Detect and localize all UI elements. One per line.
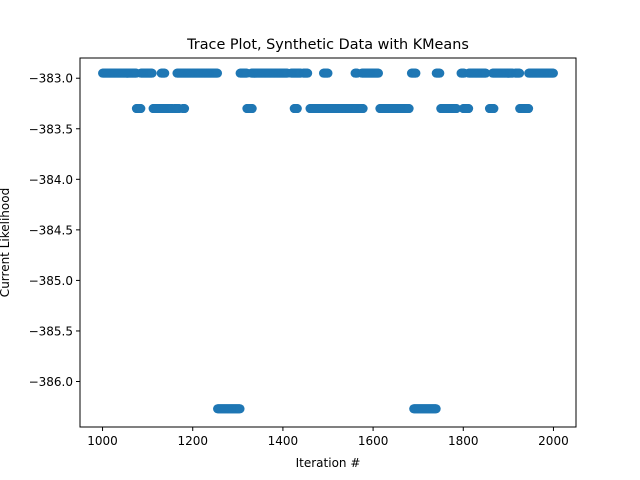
scatter-point bbox=[411, 68, 421, 78]
y-tick-label: −386.0 bbox=[29, 375, 73, 389]
scatter-point bbox=[247, 104, 257, 114]
y-tick-label: −383.5 bbox=[29, 122, 73, 136]
scatter-point bbox=[303, 68, 313, 78]
x-tick-label: 1600 bbox=[358, 434, 389, 448]
x-axis-title: Iteration # bbox=[296, 456, 361, 470]
scatter-point bbox=[515, 68, 525, 78]
x-tick-label: 2000 bbox=[538, 434, 569, 448]
scatter-point bbox=[180, 104, 190, 114]
scatter-point bbox=[136, 104, 146, 114]
scatter-point bbox=[435, 68, 445, 78]
y-axis-title: Current Likelihood bbox=[0, 188, 12, 297]
scatter-point bbox=[374, 68, 383, 78]
y-axis-ticks: −383.0 −383.5 −384.0 −384.5 −385.0 −385.5 −386… bbox=[29, 72, 80, 389]
scatter-point bbox=[213, 68, 223, 78]
scatter-point bbox=[404, 104, 414, 114]
x-tick-label: 1800 bbox=[448, 434, 479, 448]
scatter-point bbox=[147, 68, 157, 78]
chart-title: Trace Plot, Synthetic Data with KMeans bbox=[186, 37, 469, 53]
scatter-point bbox=[481, 68, 491, 78]
y-tick-label: −383.0 bbox=[29, 72, 73, 86]
scatter-point bbox=[235, 404, 245, 414]
scatter-point bbox=[431, 404, 441, 414]
x-tick-label: 1400 bbox=[268, 434, 299, 448]
y-tick-label: −385.5 bbox=[29, 324, 73, 338]
y-tick-label: −384.5 bbox=[29, 223, 73, 237]
scatter-point bbox=[292, 104, 302, 114]
scatter-point bbox=[323, 68, 333, 78]
scatter-point bbox=[524, 104, 534, 114]
scatter-point bbox=[358, 104, 368, 114]
x-axis-ticks: 1000 1200 1400 1600 1800 2000 bbox=[87, 427, 569, 448]
plot-frame bbox=[79, 57, 577, 428]
x-tick-label: 1000 bbox=[87, 434, 118, 448]
scatter-point bbox=[452, 104, 462, 114]
scatter-point bbox=[160, 68, 170, 78]
scatter-point bbox=[464, 104, 474, 114]
scatter-points bbox=[98, 68, 558, 414]
scatter-point bbox=[489, 104, 499, 114]
y-tick-label: −384.0 bbox=[29, 173, 73, 187]
scatter-point bbox=[548, 68, 558, 78]
y-tick-label: −385.0 bbox=[29, 274, 73, 288]
x-tick-label: 1200 bbox=[177, 434, 208, 448]
